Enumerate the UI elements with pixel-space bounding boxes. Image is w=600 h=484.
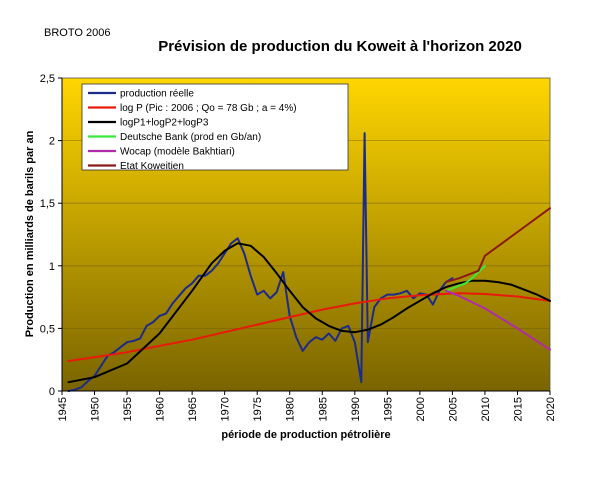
y-tick-label: 1,5 (40, 198, 55, 210)
x-tick-label: 1955 (122, 397, 134, 421)
y-tick-label: 2 (49, 136, 55, 148)
series-line-production-reelle (67, 132, 454, 392)
legend-label: Wocap (modèle Bakhtiari) (120, 147, 235, 158)
x-tick-label: 1945 (57, 397, 69, 421)
series-line-etat-koweitien (444, 207, 551, 284)
x-axis-label: période de production pétrolière (221, 429, 390, 441)
corner-label: BROTO 2006 (44, 27, 110, 39)
y-tick-label: 0 (49, 386, 55, 398)
legend-label: logP1+logP2+logP3 (120, 118, 209, 129)
x-tick-label: 2005 (447, 397, 459, 421)
x-tick-label: 1965 (187, 397, 199, 421)
legend-label: Deutsche Bank (prod en Gb/an) (120, 132, 261, 143)
x-tick-label: 2000 (415, 397, 427, 421)
y-axis-label: Production en milliards de barils par an (24, 130, 36, 337)
chart-title: Prévision de production du Koweit à l'ho… (158, 38, 522, 55)
x-tick-label: 1960 (155, 397, 167, 421)
x-tick-label: 1985 (317, 397, 329, 421)
x-tick-label: 1950 (90, 397, 102, 421)
y-tick-label: 2,5 (40, 73, 55, 85)
y-tick-label: 1 (49, 261, 55, 273)
x-tick-label: 1995 (382, 397, 394, 421)
x-tick-label: 1975 (252, 397, 264, 421)
x-tick-label: 2015 (512, 397, 524, 421)
x-tick-label: 2010 (480, 397, 492, 421)
series-line-logp1-logp2-logp3 (67, 242, 551, 384)
x-tick-label: 2020 (545, 397, 557, 421)
y-tick-label: 0,5 (40, 323, 55, 335)
series-line-wocap-modele-bakhtiari (444, 289, 551, 351)
x-axis: 1945 1950 1955 1960 1965 1970 1975 1980 1985 1990… (57, 390, 557, 421)
y-axis: 0 0,5 1 1,5 2 2,5 (40, 73, 63, 398)
x-tick-label: 1990 (350, 397, 362, 421)
x-tick-label: 1980 (285, 397, 297, 421)
series-line-deutsche-bank-prod-en-gb-an (444, 264, 486, 292)
x-tick-label: 1970 (220, 397, 232, 421)
legend: production réelle log P (Pic : 2006 ; Qo … (81, 83, 349, 172)
series-lines (67, 132, 551, 392)
legend-label: production réelle (120, 89, 194, 100)
legend-box (81, 83, 349, 171)
legend-label: log P (Pic : 2006 ; Qo = 78 Gb ; a = 4%) (120, 103, 297, 114)
legend-label: Etat Koweitien (120, 161, 184, 172)
